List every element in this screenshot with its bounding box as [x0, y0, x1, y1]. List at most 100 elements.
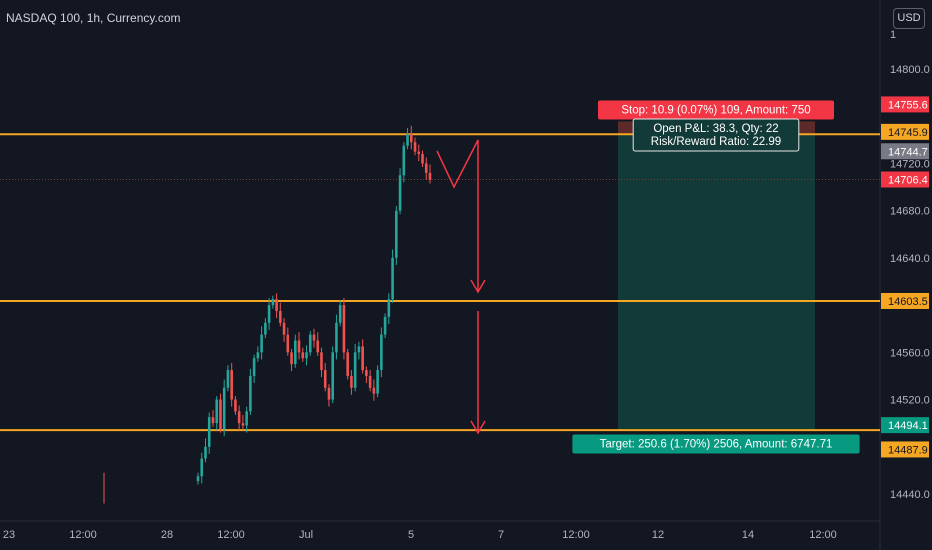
- price-tag-entry-text: 14744.7: [888, 146, 928, 158]
- y-tick-label: 14640.0: [890, 253, 930, 265]
- candle-body: [237, 411, 241, 424]
- candle-body: [387, 299, 391, 317]
- candle-body: [338, 305, 342, 323]
- candle-body: [350, 375, 353, 388]
- candle-body: [312, 334, 316, 341]
- candle-body: [421, 154, 424, 164]
- price-tag-level-text: 14745.9: [888, 127, 928, 139]
- candle-body: [342, 305, 346, 353]
- x-tick-label: Jul: [299, 529, 313, 541]
- candle-body: [320, 352, 323, 371]
- x-tick-label: 7: [498, 529, 504, 541]
- x-tick-label: 5: [408, 529, 414, 541]
- candle-body: [297, 340, 301, 353]
- candle-body: [256, 352, 260, 359]
- candle-body: [395, 210, 398, 258]
- candle-body: [335, 322, 338, 353]
- y-tick-label: 14560.0: [890, 347, 930, 359]
- candle-body: [293, 340, 297, 365]
- candle-body: [264, 322, 267, 335]
- candle-body: [196, 476, 200, 482]
- candle-body: [417, 151, 421, 154]
- candle-body: [383, 316, 387, 335]
- y-tick-label: 14800.0: [890, 64, 930, 76]
- candle-body: [204, 446, 207, 459]
- drawn-zigzag-line: [436, 139, 479, 292]
- x-tick-label: 12:00: [809, 529, 837, 541]
- candle-body: [357, 346, 361, 353]
- candle-body: [207, 417, 211, 447]
- price-tag-level-text: 14487.9: [888, 444, 928, 456]
- candle-body: [406, 133, 409, 146]
- currency-button[interactable]: USD: [893, 8, 925, 29]
- candle-body: [365, 370, 368, 376]
- candle-body: [215, 399, 219, 424]
- price-tag-entry: [881, 143, 929, 160]
- candle-body: [308, 334, 312, 353]
- candle-body: [230, 370, 233, 400]
- candle-body: [260, 334, 263, 353]
- candle-body: [252, 358, 256, 376]
- candle-body: [290, 352, 293, 365]
- candle-body: [267, 305, 271, 323]
- candle-body: [305, 352, 308, 359]
- candle-body: [372, 387, 376, 394]
- candle-body: [275, 299, 278, 312]
- pnl-label-bg: [632, 118, 800, 152]
- price-tag-level: [881, 292, 929, 309]
- price-tag-stop-text: 14755.6: [888, 99, 928, 111]
- candle-body: [413, 142, 417, 152]
- x-tick-label: 14: [742, 529, 754, 541]
- candle-body: [316, 340, 320, 353]
- price-tag-level: [881, 441, 929, 458]
- candle-body: [428, 172, 432, 180]
- candle-body: [353, 352, 357, 388]
- candle-body: [301, 352, 305, 359]
- price-tag-level: [881, 123, 929, 140]
- candle-body: [200, 458, 204, 477]
- candle-body: [282, 322, 286, 335]
- x-tick-label: 28: [161, 529, 173, 541]
- y-tick-label: 1: [890, 29, 896, 41]
- arrow-head-1: [470, 279, 486, 294]
- pnl-label-text: Open P&L: 38.3, Qty: 22: [653, 123, 778, 135]
- stop-label-bg: [598, 100, 834, 120]
- y-tick-label: 14680.0: [890, 206, 930, 218]
- candle-body: [368, 375, 372, 388]
- target-label-bg: [572, 434, 860, 454]
- candle-body: [245, 411, 248, 426]
- candle-body: [398, 175, 402, 211]
- candle-body: [234, 399, 237, 412]
- stop-label: Stop: 10.9 (0.07%) 109, Amount: 750: [598, 100, 834, 120]
- target-zone: [618, 134, 815, 431]
- candle-body: [402, 145, 406, 176]
- candle-body: [279, 311, 282, 323]
- target-label: Target: 250.6 (1.70%) 2506, Amount: 6747…: [572, 434, 860, 454]
- x-tick-label: 12:00: [217, 529, 245, 541]
- y-tick-label: 14520.0: [890, 395, 930, 407]
- candle-body: [219, 399, 222, 430]
- candle-body: [391, 257, 394, 300]
- candle-body: [249, 375, 252, 412]
- candle-body: [211, 417, 215, 424]
- candle-body: [327, 387, 331, 400]
- y-tick-label: 14720.0: [890, 158, 930, 170]
- candle-body: [331, 352, 335, 400]
- target-label-text: Target: 250.6 (1.70%) 2506, Amount: 6747…: [600, 439, 833, 451]
- price-tag-target-text: 14494.1: [888, 420, 928, 432]
- x-tick-label: 23: [3, 529, 15, 541]
- y-tick-label: 14440.0: [890, 489, 930, 501]
- price-tag-stop: [881, 96, 929, 113]
- x-tick-label: 12:00: [69, 529, 97, 541]
- candle-body: [226, 370, 230, 388]
- candle-body: [222, 387, 226, 430]
- price-tag-target: [881, 417, 929, 434]
- candle-body: [323, 370, 327, 388]
- pnl-label-text: Risk/Reward Ratio: 22.99: [651, 136, 781, 148]
- candle-body: [346, 352, 349, 376]
- candle-body: [424, 163, 428, 173]
- price-tag-level-text: 14603.5: [888, 296, 928, 308]
- x-tick-label: 12:00: [562, 529, 590, 541]
